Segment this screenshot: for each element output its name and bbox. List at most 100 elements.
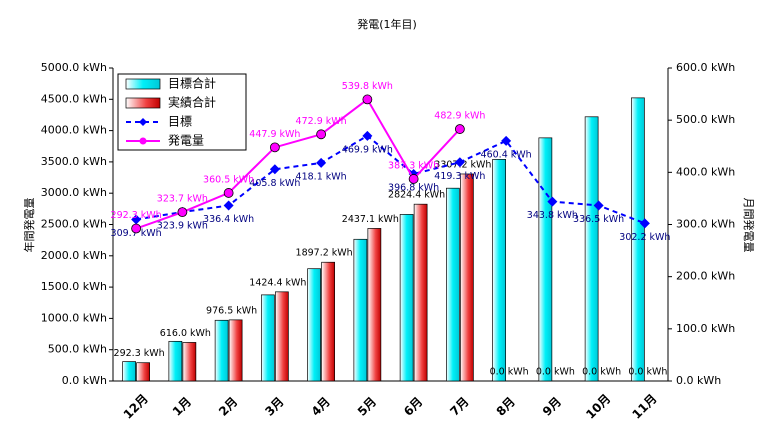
y2-tick-label: 500.0 kWh — [676, 113, 735, 126]
line-value-label: 418.1 kWh — [296, 171, 347, 182]
y-tick-label: 2000.0 kWh — [41, 249, 107, 262]
y2-tick-label: 0.0 kWh — [676, 374, 721, 387]
line-value-label: 323.9 kWh — [157, 221, 208, 232]
x-tick-label: 9月 — [540, 394, 564, 418]
line-marker — [316, 129, 327, 140]
y-tick-label: 3000.0 kWh — [41, 186, 107, 199]
line-marker — [223, 200, 234, 211]
line-marker — [131, 214, 142, 225]
bar — [367, 228, 382, 382]
line-value-label: 460.4 kWh — [481, 149, 532, 160]
bar — [136, 362, 150, 382]
line-value-label: 292.3 kWh — [111, 210, 162, 221]
x-tick-label: 3月 — [262, 394, 286, 418]
line-value-label: 302.2 kWh — [619, 232, 670, 243]
line-marker — [362, 94, 373, 105]
x-tick-label: 4月 — [309, 394, 333, 418]
bar-value-label: 0.0 kWh — [628, 367, 667, 378]
line-value-label: 323.7 kWh — [157, 194, 208, 205]
line-value-label: 539.8 kWh — [342, 81, 393, 92]
legend-label: 発電量 — [168, 134, 204, 148]
line-value-label: 360.5 kWh — [203, 174, 254, 185]
line-value-label: 343.8 kWh — [527, 210, 578, 221]
x-tick-label: 11月 — [629, 392, 659, 422]
line-marker — [454, 124, 465, 134]
line-marker — [593, 200, 604, 211]
bar — [492, 159, 506, 382]
line-value-label: 482.9 kWh — [434, 111, 485, 122]
bar-value-label: 1897.2 kWh — [296, 248, 353, 259]
bar — [261, 294, 275, 382]
bar — [182, 342, 197, 382]
y-tick-label: 4000.0 kWh — [41, 124, 107, 137]
bar — [307, 268, 321, 382]
line-value-label: 336.5 kWh — [573, 214, 624, 225]
y2-tick-label: 100.0 kWh — [676, 322, 735, 335]
bar — [538, 137, 553, 382]
y-tick-label: 2500.0 kWh — [41, 218, 107, 231]
bar — [446, 187, 460, 382]
bar-value-label: 0.0 kWh — [582, 367, 621, 378]
x-tick-label: 2月 — [216, 394, 240, 418]
bar — [321, 261, 335, 382]
legend-label: 目標 — [168, 115, 192, 129]
line-marker — [269, 164, 280, 175]
line — [135, 97, 461, 230]
x-tick-label: 6月 — [401, 394, 425, 418]
bar — [460, 173, 474, 382]
line-marker — [269, 142, 280, 153]
y-tick-label: 0.0 kWh — [62, 374, 107, 387]
bar — [122, 361, 136, 382]
line — [135, 134, 646, 225]
bar — [399, 214, 414, 382]
line-value-label: 419.3 kWh — [434, 171, 485, 182]
line-marker — [501, 135, 512, 146]
bar — [353, 238, 368, 382]
line-value-label: 405.8 kWh — [249, 178, 300, 189]
y2-tick-label: 300.0 kWh — [676, 218, 735, 231]
line-value-label: 336.4 kWh — [203, 214, 254, 225]
line-marker — [454, 157, 465, 168]
bar — [168, 340, 183, 382]
y2-tick-label: 200.0 kWh — [676, 270, 735, 283]
y-tick-label: 4500.0 kWh — [41, 92, 107, 105]
bar — [413, 203, 428, 382]
bar-value-label: 616.0 kWh — [160, 328, 211, 339]
x-tick-label: 12月 — [121, 392, 151, 422]
bar-value-label: 2437.1 kWh — [342, 214, 399, 225]
line-value-label: 472.9 kWh — [296, 116, 347, 127]
bar — [275, 291, 289, 382]
y2-tick-label: 600.0 kWh — [676, 61, 735, 74]
line-value-label: 447.9 kWh — [249, 129, 300, 140]
line-marker — [547, 196, 558, 207]
bar — [631, 97, 645, 382]
bar-value-label: 0.0 kWh — [536, 367, 575, 378]
bar — [228, 319, 243, 382]
x-tick-label: 5月 — [355, 394, 379, 418]
legend-swatch — [125, 97, 161, 109]
y-tick-label: 1500.0 kWh — [41, 280, 107, 293]
bar-value-label: 292.3 kWh — [114, 348, 165, 359]
line-marker — [316, 157, 327, 168]
line-value-label: 309.7 kWh — [111, 228, 162, 239]
x-tick-label: 1月 — [170, 394, 194, 418]
y-tick-label: 3500.0 kWh — [41, 155, 107, 168]
line-marker — [131, 223, 142, 234]
line-marker — [362, 130, 373, 141]
y-axis-title: 年間発電量 — [22, 198, 36, 253]
line-value-label: 396.8 kWh — [388, 183, 439, 194]
bar-value-label: 976.5 kWh — [206, 305, 257, 316]
x-tick-label: 7月 — [447, 394, 471, 418]
legend-label: 目標合計 — [168, 76, 216, 91]
legend-marker — [139, 118, 147, 126]
bar — [584, 116, 599, 382]
y-tick-label: 500.0 kWh — [48, 343, 107, 356]
line-marker — [639, 218, 650, 229]
legend-label: 実績合計 — [168, 95, 216, 110]
bar-value-label: 2824.4 kWh — [388, 190, 445, 201]
line-value-label: 469.9 kWh — [342, 144, 393, 155]
x-tick-label: 8月 — [494, 394, 518, 418]
chart-title: 発電(1年目) — [357, 17, 417, 31]
